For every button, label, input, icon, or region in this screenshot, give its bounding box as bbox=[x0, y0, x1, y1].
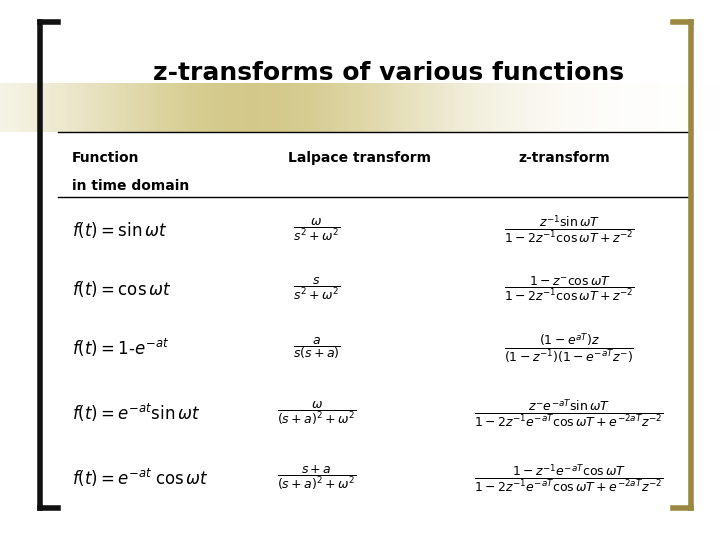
Text: $\dfrac{(1 - e^{aT})z}{(1 - z^{-1})(1 - e^{-aT}z^{-})}$: $\dfrac{(1 - e^{aT})z}{(1 - z^{-1})(1 - … bbox=[504, 332, 634, 365]
Text: z-transforms of various functions: z-transforms of various functions bbox=[153, 61, 624, 85]
Text: $f(t) = \cos\omega t$: $f(t) = \cos\omega t$ bbox=[72, 279, 171, 299]
Text: $\dfrac{\omega}{(s+a)^2 + \omega^2}$: $\dfrac{\omega}{(s+a)^2 + \omega^2}$ bbox=[277, 400, 356, 427]
Text: $\dfrac{\omega}{s^2 + \omega^2}$: $\dfrac{\omega}{s^2 + \omega^2}$ bbox=[293, 217, 341, 242]
Text: $f(t) = e^{-at}\sin\omega t$: $f(t) = e^{-at}\sin\omega t$ bbox=[72, 402, 200, 424]
Text: $\dfrac{1 - z^{-1}e^{-aT}\cos\omega T}{1 - 2z^{-1}e^{-aT}\cos\omega T + e^{-2aT}: $\dfrac{1 - z^{-1}e^{-aT}\cos\omega T}{1… bbox=[474, 462, 664, 494]
Text: in time domain: in time domain bbox=[72, 179, 189, 193]
Text: $\dfrac{a}{s(s+a)}$: $\dfrac{a}{s(s+a)}$ bbox=[293, 335, 341, 361]
Text: $f(t) = \sin\omega t$: $f(t) = \sin\omega t$ bbox=[72, 219, 167, 240]
Text: Function: Function bbox=[72, 151, 140, 165]
Text: z-transform: z-transform bbox=[518, 151, 610, 165]
Text: $f(t) = e^{-at}\;\cos\omega t$: $f(t) = e^{-at}\;\cos\omega t$ bbox=[72, 467, 209, 489]
Text: $\dfrac{z^{-1}\sin\omega T}{1 - 2z^{-1}\cos\omega T + z^{-2}}$: $\dfrac{z^{-1}\sin\omega T}{1 - 2z^{-1}\… bbox=[503, 214, 634, 245]
Text: $\dfrac{z^{-}e^{-aT}\sin\omega T}{1 - 2z^{-1}e^{-aT}\cos\omega T + e^{-2aT}z^{-2: $\dfrac{z^{-}e^{-aT}\sin\omega T}{1 - 2z… bbox=[474, 397, 664, 429]
Text: $\dfrac{1 - z^{-}\cos\omega T}{1 - 2z^{-1}\cos\omega T + z^{-2}}$: $\dfrac{1 - z^{-}\cos\omega T}{1 - 2z^{-… bbox=[503, 275, 634, 303]
Text: $f(t) = 1\text{-}e^{-at}$: $f(t) = 1\text{-}e^{-at}$ bbox=[72, 338, 169, 359]
Text: $\dfrac{s+a}{(s+a)^2 + \omega^2}$: $\dfrac{s+a}{(s+a)^2 + \omega^2}$ bbox=[277, 464, 356, 492]
Text: Lalpace transform: Lalpace transform bbox=[288, 151, 431, 165]
Text: $\dfrac{s}{s^2 + \omega^2}$: $\dfrac{s}{s^2 + \omega^2}$ bbox=[293, 276, 341, 302]
